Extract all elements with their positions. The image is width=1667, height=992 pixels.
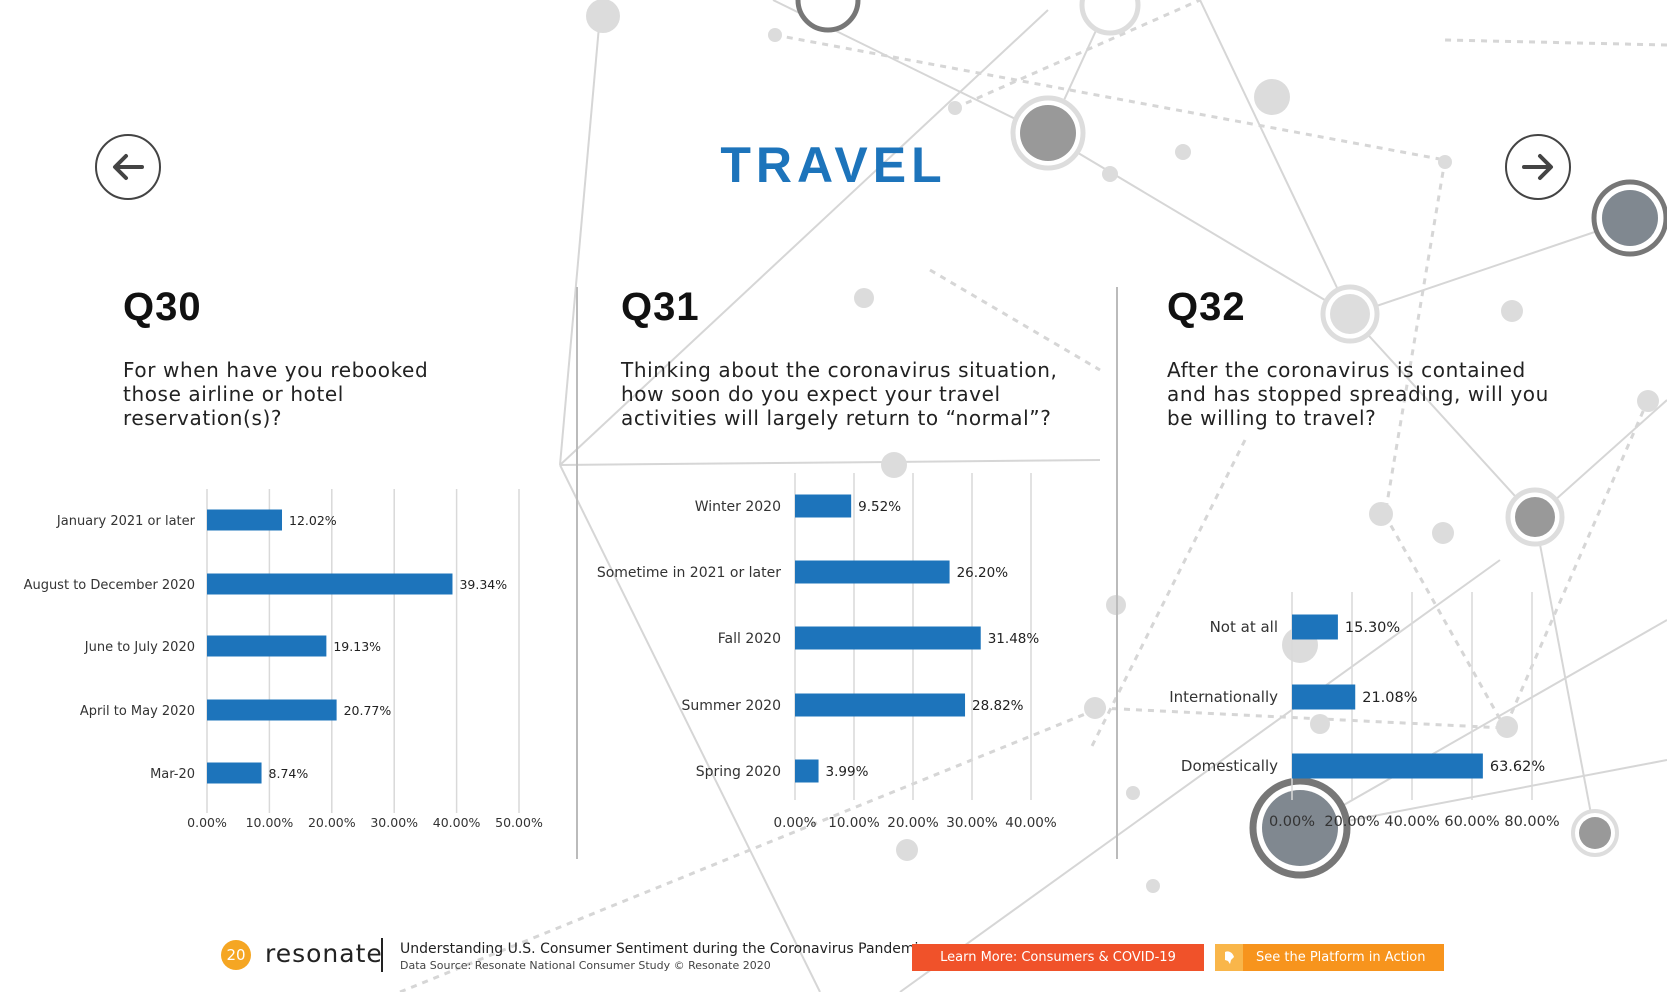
category-label: April to May 2020 bbox=[80, 704, 195, 719]
tick-label: 60.00% bbox=[1444, 814, 1499, 830]
tick-label: 30.00% bbox=[946, 815, 998, 831]
bar bbox=[795, 693, 966, 717]
category-label: August to December 2020 bbox=[24, 578, 195, 593]
question-id: Q32 bbox=[1167, 285, 1246, 329]
data-label: 20.77% bbox=[344, 703, 392, 718]
data-label: 15.30% bbox=[1345, 620, 1400, 636]
data-label: 63.62% bbox=[1490, 759, 1545, 775]
category-label: Sometime in 2021 or later bbox=[597, 565, 781, 581]
bar bbox=[1292, 753, 1483, 779]
bar bbox=[207, 762, 262, 784]
prev-button[interactable] bbox=[95, 134, 161, 200]
question-text: Thinking about the coronavirus situation… bbox=[621, 358, 1058, 430]
learn-more-button[interactable]: Learn More: Consumers & COVID-19 bbox=[912, 944, 1204, 971]
bar bbox=[207, 573, 453, 595]
tick-label: 20.00% bbox=[887, 815, 939, 831]
bar bbox=[207, 699, 337, 721]
bar bbox=[207, 635, 327, 657]
tick-label: 20.00% bbox=[308, 815, 356, 830]
category-label: Winter 2020 bbox=[695, 499, 781, 515]
platform-label: See the Platform in Action bbox=[1256, 950, 1426, 965]
tick-label: 0.00% bbox=[774, 815, 817, 831]
category-label: January 2021 or later bbox=[56, 514, 196, 529]
data-label: 28.82% bbox=[972, 698, 1024, 714]
page-number-badge: 20 bbox=[221, 940, 251, 970]
bar bbox=[1292, 684, 1356, 710]
data-label: 3.99% bbox=[826, 764, 869, 780]
tick-label: 0.00% bbox=[187, 815, 227, 830]
tick-label: 80.00% bbox=[1504, 814, 1559, 830]
footer-headline: Understanding U.S. Consumer Sentiment du… bbox=[400, 941, 927, 957]
data-label: 21.08% bbox=[1362, 690, 1417, 706]
learn-more-label: Learn More: Consumers & COVID-19 bbox=[940, 950, 1176, 965]
tick-label: 50.00% bbox=[495, 815, 543, 830]
rocket-icon bbox=[1215, 944, 1243, 971]
resonate-logo: resonate bbox=[265, 939, 383, 968]
tick-label: 10.00% bbox=[828, 815, 880, 831]
tick-label: 40.00% bbox=[433, 815, 481, 830]
category-label: Fall 2020 bbox=[718, 631, 781, 647]
footer-source: Data Source: Resonate National Consumer … bbox=[400, 959, 771, 972]
question-text: After the coronavirus is contained and h… bbox=[1167, 358, 1549, 430]
arrow-left-icon bbox=[113, 154, 144, 180]
data-label: 12.02% bbox=[289, 513, 337, 528]
bar bbox=[795, 626, 981, 650]
bar bbox=[795, 494, 852, 518]
footer-divider bbox=[381, 938, 383, 972]
category-label: Summer 2020 bbox=[682, 698, 781, 714]
question-id: Q30 bbox=[123, 285, 202, 329]
bar bbox=[207, 509, 283, 531]
tick-label: 30.00% bbox=[370, 815, 418, 830]
divider bbox=[1116, 287, 1118, 859]
next-button[interactable] bbox=[1505, 134, 1571, 200]
data-label: 8.74% bbox=[269, 766, 309, 781]
category-label: Mar-20 bbox=[150, 767, 195, 782]
category-label: Internationally bbox=[1169, 688, 1278, 706]
category-label: June to July 2020 bbox=[84, 640, 195, 655]
tick-label: 0.00% bbox=[1269, 814, 1315, 830]
data-label: 19.13% bbox=[333, 639, 381, 654]
tick-label: 40.00% bbox=[1384, 814, 1439, 830]
question-id: Q31 bbox=[621, 285, 700, 329]
bar bbox=[1292, 614, 1338, 640]
data-label: 9.52% bbox=[858, 499, 901, 515]
data-label: 39.34% bbox=[459, 577, 507, 592]
bar bbox=[795, 560, 950, 584]
data-label: 26.20% bbox=[957, 565, 1009, 581]
divider bbox=[576, 287, 578, 859]
platform-button[interactable]: See the Platform in Action bbox=[1215, 944, 1444, 971]
category-label: Domestically bbox=[1181, 757, 1278, 775]
data-label: 31.48% bbox=[988, 631, 1040, 647]
question-text: For when have you rebooked those airline… bbox=[123, 358, 429, 430]
category-label: Spring 2020 bbox=[696, 764, 781, 780]
page-title: TRAVEL bbox=[720, 137, 947, 193]
tick-label: 20.00% bbox=[1324, 814, 1379, 830]
tick-label: 40.00% bbox=[1005, 815, 1057, 831]
tick-label: 10.00% bbox=[246, 815, 294, 830]
bar bbox=[795, 759, 819, 783]
category-label: Not at all bbox=[1210, 618, 1278, 636]
arrow-right-icon bbox=[1522, 154, 1553, 180]
